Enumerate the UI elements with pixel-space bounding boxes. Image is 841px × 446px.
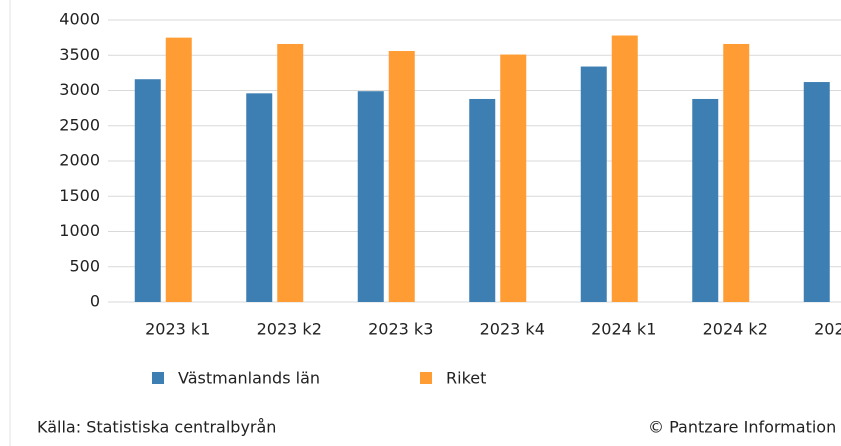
x-tick-label: 2024 k1 xyxy=(591,320,656,339)
x-tick-label: 2023 k4 xyxy=(480,320,545,339)
y-tick-label: 500 xyxy=(69,256,100,275)
bar xyxy=(277,43,304,302)
bar xyxy=(165,37,192,302)
bar xyxy=(357,91,384,302)
x-tick-label: 2023 k1 xyxy=(145,320,210,339)
y-tick-label: 3000 xyxy=(59,80,100,99)
y-tick-label: 4000 xyxy=(59,10,100,29)
bar xyxy=(500,54,527,302)
x-tick-label: 2024 k3 xyxy=(814,320,841,339)
bar xyxy=(388,51,415,302)
bar xyxy=(580,66,607,302)
bar xyxy=(134,79,161,302)
bar xyxy=(803,82,830,302)
y-tick-label: 1000 xyxy=(59,221,100,240)
y-tick-label: 3500 xyxy=(59,45,100,64)
copyright: © Pantzare Information xyxy=(648,418,836,437)
y-tick-label: 2000 xyxy=(59,151,100,170)
x-tick-label: 2023 k2 xyxy=(257,320,322,339)
bar xyxy=(469,98,496,303)
bar xyxy=(611,35,638,302)
legend-label: Västmanlands län xyxy=(178,369,320,388)
y-tick-label: 0 xyxy=(90,292,100,311)
legend-swatch xyxy=(420,372,432,384)
legend-label: Riket xyxy=(446,369,486,388)
bar xyxy=(692,98,719,303)
y-tick-label: 2500 xyxy=(59,115,100,134)
legend-swatch xyxy=(152,372,164,384)
y-tick-label: 1500 xyxy=(59,186,100,205)
x-tick-label: 2023 k3 xyxy=(368,320,433,339)
bar xyxy=(723,43,750,302)
bar xyxy=(246,93,273,302)
x-tick-label: 2024 k2 xyxy=(703,320,768,339)
source: Källa: Statistiska centralbyrån xyxy=(37,418,276,437)
